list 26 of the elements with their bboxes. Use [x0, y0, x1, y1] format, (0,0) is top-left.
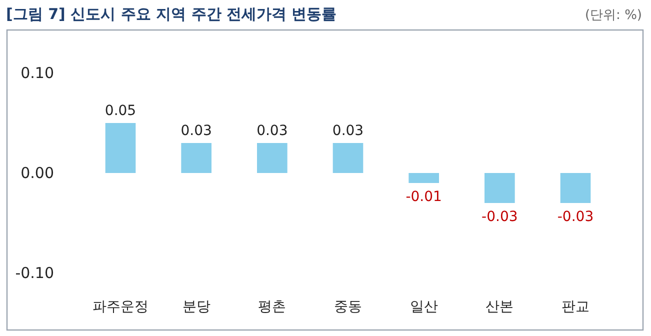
- x-tick-label: 분당: [182, 298, 210, 315]
- bar: [181, 143, 212, 173]
- text: (단위: %): [584, 8, 642, 23]
- data-label: 0.03: [332, 123, 364, 139]
- bar: [484, 173, 515, 203]
- bar: [257, 143, 288, 173]
- bar: [560, 173, 591, 203]
- y-tick-label: -0.10: [15, 264, 54, 282]
- data-label: 0.03: [180, 123, 212, 139]
- bar: [408, 173, 439, 183]
- x-tick-label: 평촌: [258, 298, 286, 315]
- data-label: 0.05: [104, 103, 136, 119]
- x-tick-label: 판교: [562, 298, 590, 315]
- data-label: -0.01: [406, 189, 442, 205]
- y-tick-label: 0.10: [20, 64, 54, 82]
- x-tick-label: 산본: [486, 298, 514, 315]
- x-tick-label: 파주운정: [92, 298, 148, 315]
- chart-title: [그림 7] 신도시 주요 지역 주간 전세가격 변동률: [6, 5, 337, 23]
- bar: [105, 123, 136, 173]
- x-tick-label: 중동: [334, 298, 362, 315]
- y-tick-label: 0.00: [20, 164, 54, 182]
- bar: [332, 143, 364, 173]
- data-label: -0.03: [557, 209, 594, 225]
- x-tick-label: 일산: [410, 298, 438, 315]
- data-label: 0.03: [256, 123, 288, 139]
- data-label: -0.03: [482, 209, 518, 225]
